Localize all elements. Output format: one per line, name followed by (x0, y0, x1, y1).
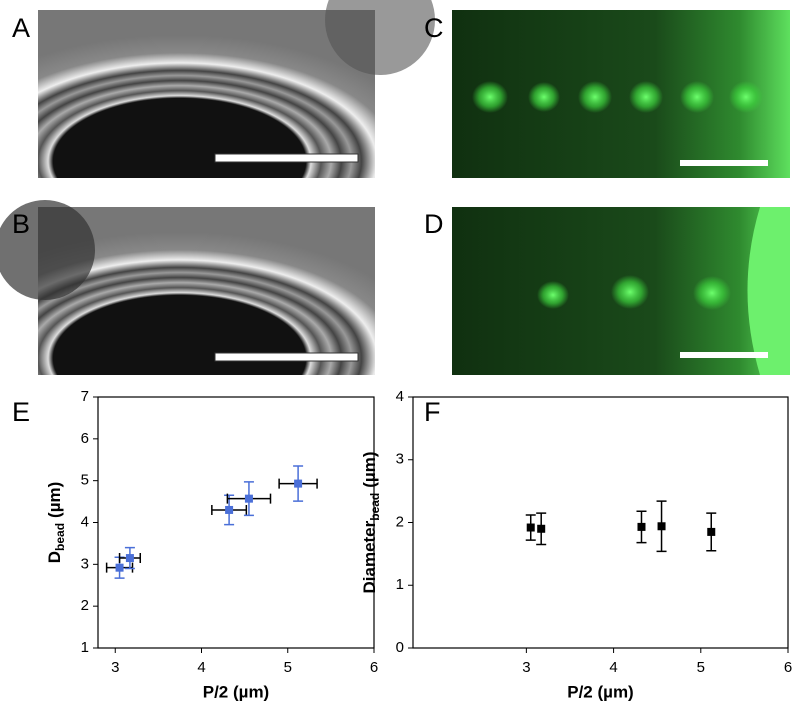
data-point (294, 479, 303, 488)
plot-frame (97, 396, 375, 649)
y-label-main: Diameter (360, 520, 379, 593)
x-tick-label: 4 (609, 659, 617, 676)
y-tick-label: 7 (81, 388, 89, 405)
x-tick-label: 6 (784, 659, 792, 676)
panel-label: B (12, 209, 30, 239)
image-a (38, 0, 435, 178)
y-axis-label: Dbead (µm) (45, 482, 67, 564)
x-tick-label: 5 (697, 659, 705, 676)
y-tick-label: 3 (396, 451, 404, 468)
x-tick-label: 4 (197, 659, 205, 676)
y-tick-label: 2 (81, 597, 89, 614)
y-tick-label: 5 (81, 472, 89, 489)
data-point (637, 522, 646, 531)
panel-label: A (12, 13, 30, 43)
panel-label: E (12, 397, 30, 427)
data-point (657, 522, 666, 531)
panel-label: D (424, 209, 444, 239)
y-label-unit: (µm) (360, 451, 379, 487)
data-point (115, 563, 124, 572)
y-tick-label: 4 (396, 388, 404, 405)
y-axis-label: Diameterbead (µm) (360, 451, 382, 593)
data-point (244, 494, 253, 503)
y-label-sub: bead (53, 523, 67, 551)
data-point (707, 527, 716, 536)
x-axis-label: P/2 (µm) (567, 682, 633, 701)
x-tick-label: 3 (522, 659, 530, 676)
y-tick-label: 3 (81, 555, 89, 572)
x-axis-label: P/2 (µm) (203, 682, 269, 701)
y-label-sub: bead (368, 493, 382, 521)
y-tick-label: 6 (81, 430, 89, 447)
y-tick-label: 1 (396, 576, 404, 593)
y-label-main: D (45, 551, 64, 563)
y-label-unit: (µm) (45, 482, 64, 518)
data-point (537, 524, 546, 533)
image-c (452, 10, 790, 178)
x-tick-label: 5 (284, 659, 292, 676)
data-point (125, 554, 134, 563)
image-b (0, 200, 375, 375)
image-d (452, 207, 790, 375)
panel-label: C (424, 13, 444, 43)
y-tick-label: 2 (396, 513, 404, 530)
y-tick-label: 4 (81, 513, 89, 530)
plot-frame (412, 396, 789, 649)
panel-label: F (424, 397, 441, 427)
data-point (225, 505, 234, 514)
y-tick-label: 1 (81, 639, 89, 656)
data-point (526, 523, 535, 532)
y-tick-label: 0 (396, 639, 404, 656)
x-tick-label: 6 (370, 659, 378, 676)
x-tick-label: 3 (111, 659, 119, 676)
